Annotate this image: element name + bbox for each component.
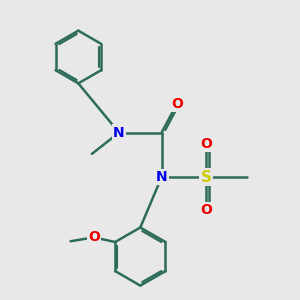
Text: O: O [200, 137, 212, 151]
Text: S: S [201, 169, 212, 184]
Text: O: O [200, 203, 212, 217]
Text: O: O [171, 97, 183, 110]
Text: O: O [88, 230, 100, 244]
Text: N: N [156, 170, 167, 184]
Text: N: N [113, 126, 125, 140]
